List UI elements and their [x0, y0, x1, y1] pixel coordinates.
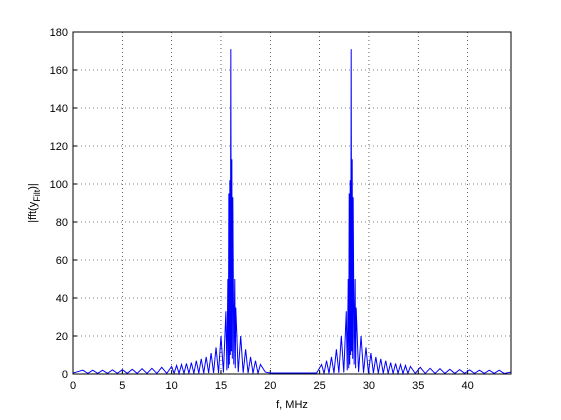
y-label-prefix: |fft(y	[27, 201, 39, 222]
x-tick-label: 10	[166, 380, 178, 392]
y-tick-label: 80	[56, 217, 68, 229]
y-tick-label: 160	[50, 65, 68, 77]
x-tick-label: 15	[215, 380, 227, 392]
x-tick-label: 25	[313, 380, 325, 392]
y-tick-label: 0	[62, 369, 68, 381]
x-tick-label: 30	[363, 380, 375, 392]
x-axis-label: f, MHz	[276, 399, 308, 411]
plot-frame	[72, 31, 512, 375]
y-axis-label: |fft(yFilt)|	[27, 183, 42, 223]
y-tick-label: 120	[50, 141, 68, 153]
y-tick-label: 180	[50, 27, 68, 39]
y-tick-label: 40	[56, 293, 68, 305]
x-tick-label: 0	[70, 380, 76, 392]
x-tick-label: 20	[264, 380, 276, 392]
y-tick-label: 100	[50, 179, 68, 191]
y-tick-label: 140	[50, 103, 68, 115]
x-tick-label: 5	[119, 380, 125, 392]
x-tick-label: 40	[461, 380, 473, 392]
y-label-suffix: )|	[27, 183, 39, 190]
y-tick-label: 20	[56, 331, 68, 343]
x-tick-label: 35	[412, 380, 424, 392]
y-label-subscript: Filt	[32, 189, 42, 201]
data-line	[72, 49, 512, 376]
y-tick-label: 60	[56, 255, 68, 267]
